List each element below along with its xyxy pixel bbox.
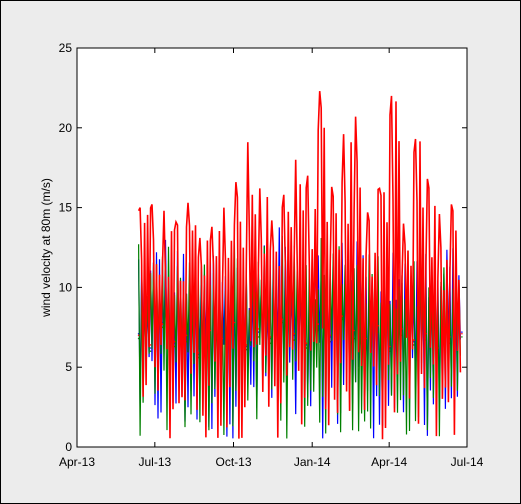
data-point-s3-10	[245, 344, 248, 346]
data-point-s1-28	[461, 331, 463, 333]
x-tick-label-4: Apr-14	[371, 455, 407, 469]
data-point-s3-11	[257, 328, 260, 330]
data-point-s3-6	[197, 352, 200, 354]
data-point-s3-9	[233, 321, 236, 324]
y-axis-label: wind velocity at 80m (m/s)	[39, 178, 53, 318]
x-tick-label-0: Apr-13	[59, 455, 95, 469]
y-tick-label-0: 0	[65, 440, 72, 454]
data-point-s3-14	[293, 332, 296, 335]
data-point-s2-28	[461, 336, 463, 338]
y-tick-label-3: 15	[59, 201, 73, 215]
data-point-s3-4	[173, 340, 176, 343]
data-point-s3-26	[437, 347, 439, 349]
data-point-s3-15	[305, 342, 308, 345]
y-tick-label-5: 25	[59, 41, 73, 55]
data-point-s3-22	[389, 345, 391, 348]
data-point-s3-8	[221, 337, 224, 340]
data-point-s3-18	[341, 315, 343, 317]
x-tick-label-5: Jul-14	[451, 455, 484, 469]
series-group	[137, 91, 463, 440]
y-tick-label-2: 10	[59, 280, 73, 294]
data-point-s3-13	[281, 318, 284, 321]
data-point-s2-16	[317, 329, 320, 332]
series-line-3	[137, 91, 462, 440]
data-point-s2-14	[293, 339, 296, 341]
x-tick-label-1: Jul-13	[138, 455, 171, 469]
axes-box	[76, 47, 468, 448]
data-point-s2-2	[149, 350, 152, 353]
data-point-s3-19	[353, 329, 355, 332]
data-point-s3-12	[269, 336, 272, 338]
data-point-s2-11	[257, 336, 260, 338]
data-point-s2-19	[353, 337, 355, 340]
data-point-s3-1	[137, 334, 140, 337]
data-point-s3-28	[461, 332, 463, 335]
data-point-s3-24	[413, 339, 415, 341]
data-point-s3-25	[425, 332, 427, 335]
data-point-s3-20	[365, 337, 367, 340]
data-point-s3-23	[401, 328, 403, 330]
data-point-s3-7	[209, 329, 212, 332]
data-point-s3-16	[317, 323, 320, 325]
data-point-s3-2	[149, 344, 152, 346]
y-tick-label-1: 5	[65, 360, 72, 374]
data-point-s3-27	[449, 336, 451, 338]
data-point-s3-5	[185, 334, 188, 337]
data-point-s1-2	[149, 347, 152, 349]
y-tick-label-4: 20	[59, 121, 73, 135]
data-point-s2-1	[137, 337, 140, 340]
x-tick-label-3: Jan-14	[294, 455, 331, 469]
data-point-s2-9	[233, 324, 236, 327]
x-tick-label-2: Oct-13	[216, 455, 252, 469]
data-point-s3-21	[377, 324, 379, 327]
data-point-s3-3	[161, 323, 164, 325]
data-point-s3-17	[329, 334, 332, 337]
data-point-s2-22	[389, 350, 391, 353]
data-point-s2-24	[413, 344, 415, 346]
